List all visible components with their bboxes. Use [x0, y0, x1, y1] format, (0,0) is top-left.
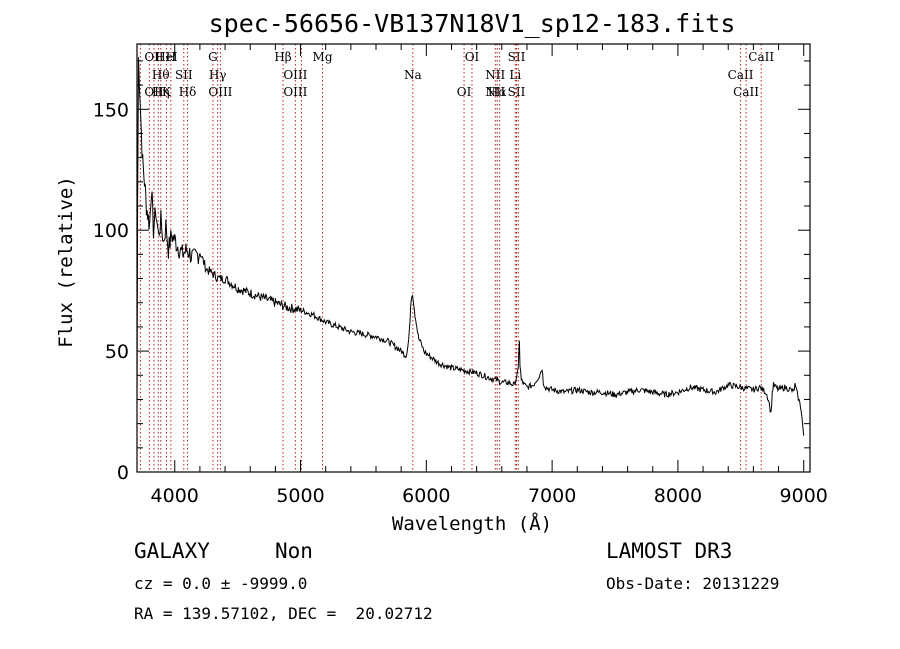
survey-name: LAMOST DR3 [606, 539, 733, 563]
object-subclass: Non [275, 539, 313, 563]
line-label: Na [404, 68, 422, 82]
line-label: G [208, 50, 218, 64]
line-label: CaII [748, 50, 774, 64]
chart-title: spec-56656-VB137N18V1_sp12-183.fits [209, 9, 736, 38]
spectrum-line [136, 57, 805, 436]
line-label: H [166, 50, 176, 64]
axis-ticks: 4000 5000 6000 7000 8000 9000 0 50 100 150 [93, 44, 828, 507]
line-label: Hθ [152, 68, 170, 82]
line-label: OII [144, 85, 164, 99]
line-label: SII [508, 50, 526, 64]
coordinates: RA = 139.57102, DEC = 20.02712 [134, 604, 433, 623]
line-label: SII [508, 85, 526, 99]
x-tick-label: 6000 [402, 485, 450, 507]
line-label: HeI [155, 50, 178, 64]
y-axis-label: Flux (relative) [55, 176, 77, 348]
line-label: OIII [283, 85, 307, 99]
line-label: SII [175, 68, 193, 82]
line-label: K [162, 85, 172, 99]
x-axis-label: Wavelength (Å) [392, 512, 552, 535]
x-tick-label: 5000 [276, 485, 324, 507]
line-label: Hα [488, 85, 507, 99]
line-label: Li [509, 68, 521, 82]
line-label: Hγ [209, 68, 227, 82]
line-label: Hβ [274, 50, 291, 64]
line-label: Hδ [179, 85, 197, 99]
line-label: OIII [283, 68, 307, 82]
line-label: NII [485, 68, 505, 82]
line-label: CaII [733, 85, 759, 99]
x-tick-label: 7000 [528, 485, 576, 507]
line-label: Hη [152, 85, 170, 99]
line-label: Mg [313, 50, 333, 64]
y-tick-label: 0 [117, 462, 129, 484]
y-tick-label: 50 [105, 341, 129, 363]
y-tick-label: 100 [93, 220, 129, 242]
line-label: CaII [728, 68, 754, 82]
x-tick-label: 8000 [654, 485, 702, 507]
spectrum-series [136, 57, 805, 436]
line-label: OIII [208, 85, 232, 99]
line-label: OI [465, 50, 480, 64]
line-label: OII [144, 50, 164, 64]
x-tick-label: 4000 [151, 485, 199, 507]
y-tick-label: 150 [93, 99, 129, 121]
x-tick-label: 9000 [780, 485, 828, 507]
obs-date: Obs-Date: 20131229 [606, 574, 780, 593]
line-label: NII [485, 85, 505, 99]
object-class: GALAXY [134, 539, 210, 563]
plot-frame [136, 43, 811, 473]
redshift-readout: cz = 0.0 ± -9999.0 [134, 574, 308, 593]
line-label: OI [457, 85, 472, 99]
